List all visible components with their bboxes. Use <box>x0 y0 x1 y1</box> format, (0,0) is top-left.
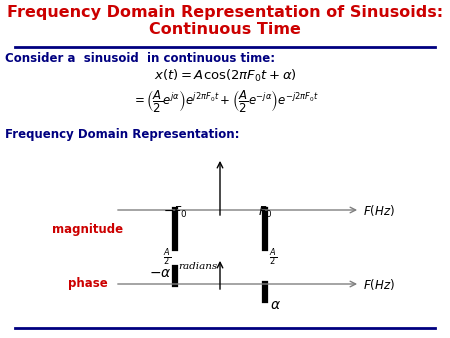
Text: $= \left(\dfrac{A}{2}e^{j\alpha}\right)e^{j2\pi F_0 t} + \left(\dfrac{A}{2}e^{-j: $= \left(\dfrac{A}{2}e^{j\alpha}\right)e… <box>131 88 319 114</box>
Text: $\alpha$: $\alpha$ <box>270 298 281 312</box>
Text: phase: phase <box>68 277 108 290</box>
Text: $\frac{A}{2}$: $\frac{A}{2}$ <box>269 246 277 268</box>
Text: radians: radians <box>179 262 218 271</box>
Text: $F(Hz)$: $F(Hz)$ <box>363 276 395 291</box>
Text: $F(Hz)$: $F(Hz)$ <box>363 202 395 217</box>
Text: magnitude: magnitude <box>53 222 124 236</box>
Text: $F_0$: $F_0$ <box>258 205 272 220</box>
Text: $x(t) = A\cos(2\pi F_0 t + \alpha)$: $x(t) = A\cos(2\pi F_0 t + \alpha)$ <box>153 68 297 84</box>
Text: Frequency Domain Representation of Sinusoids:: Frequency Domain Representation of Sinus… <box>7 5 443 20</box>
Text: $-\alpha$: $-\alpha$ <box>149 266 172 280</box>
Text: $-F_0$: $-F_0$ <box>162 205 187 220</box>
Text: Continuous Time: Continuous Time <box>149 22 301 37</box>
Text: Frequency Domain Representation:: Frequency Domain Representation: <box>5 128 239 141</box>
Text: Consider a  sinusoid  in continuous time:: Consider a sinusoid in continuous time: <box>5 52 275 65</box>
Text: $\frac{A}{2}$: $\frac{A}{2}$ <box>163 246 171 268</box>
